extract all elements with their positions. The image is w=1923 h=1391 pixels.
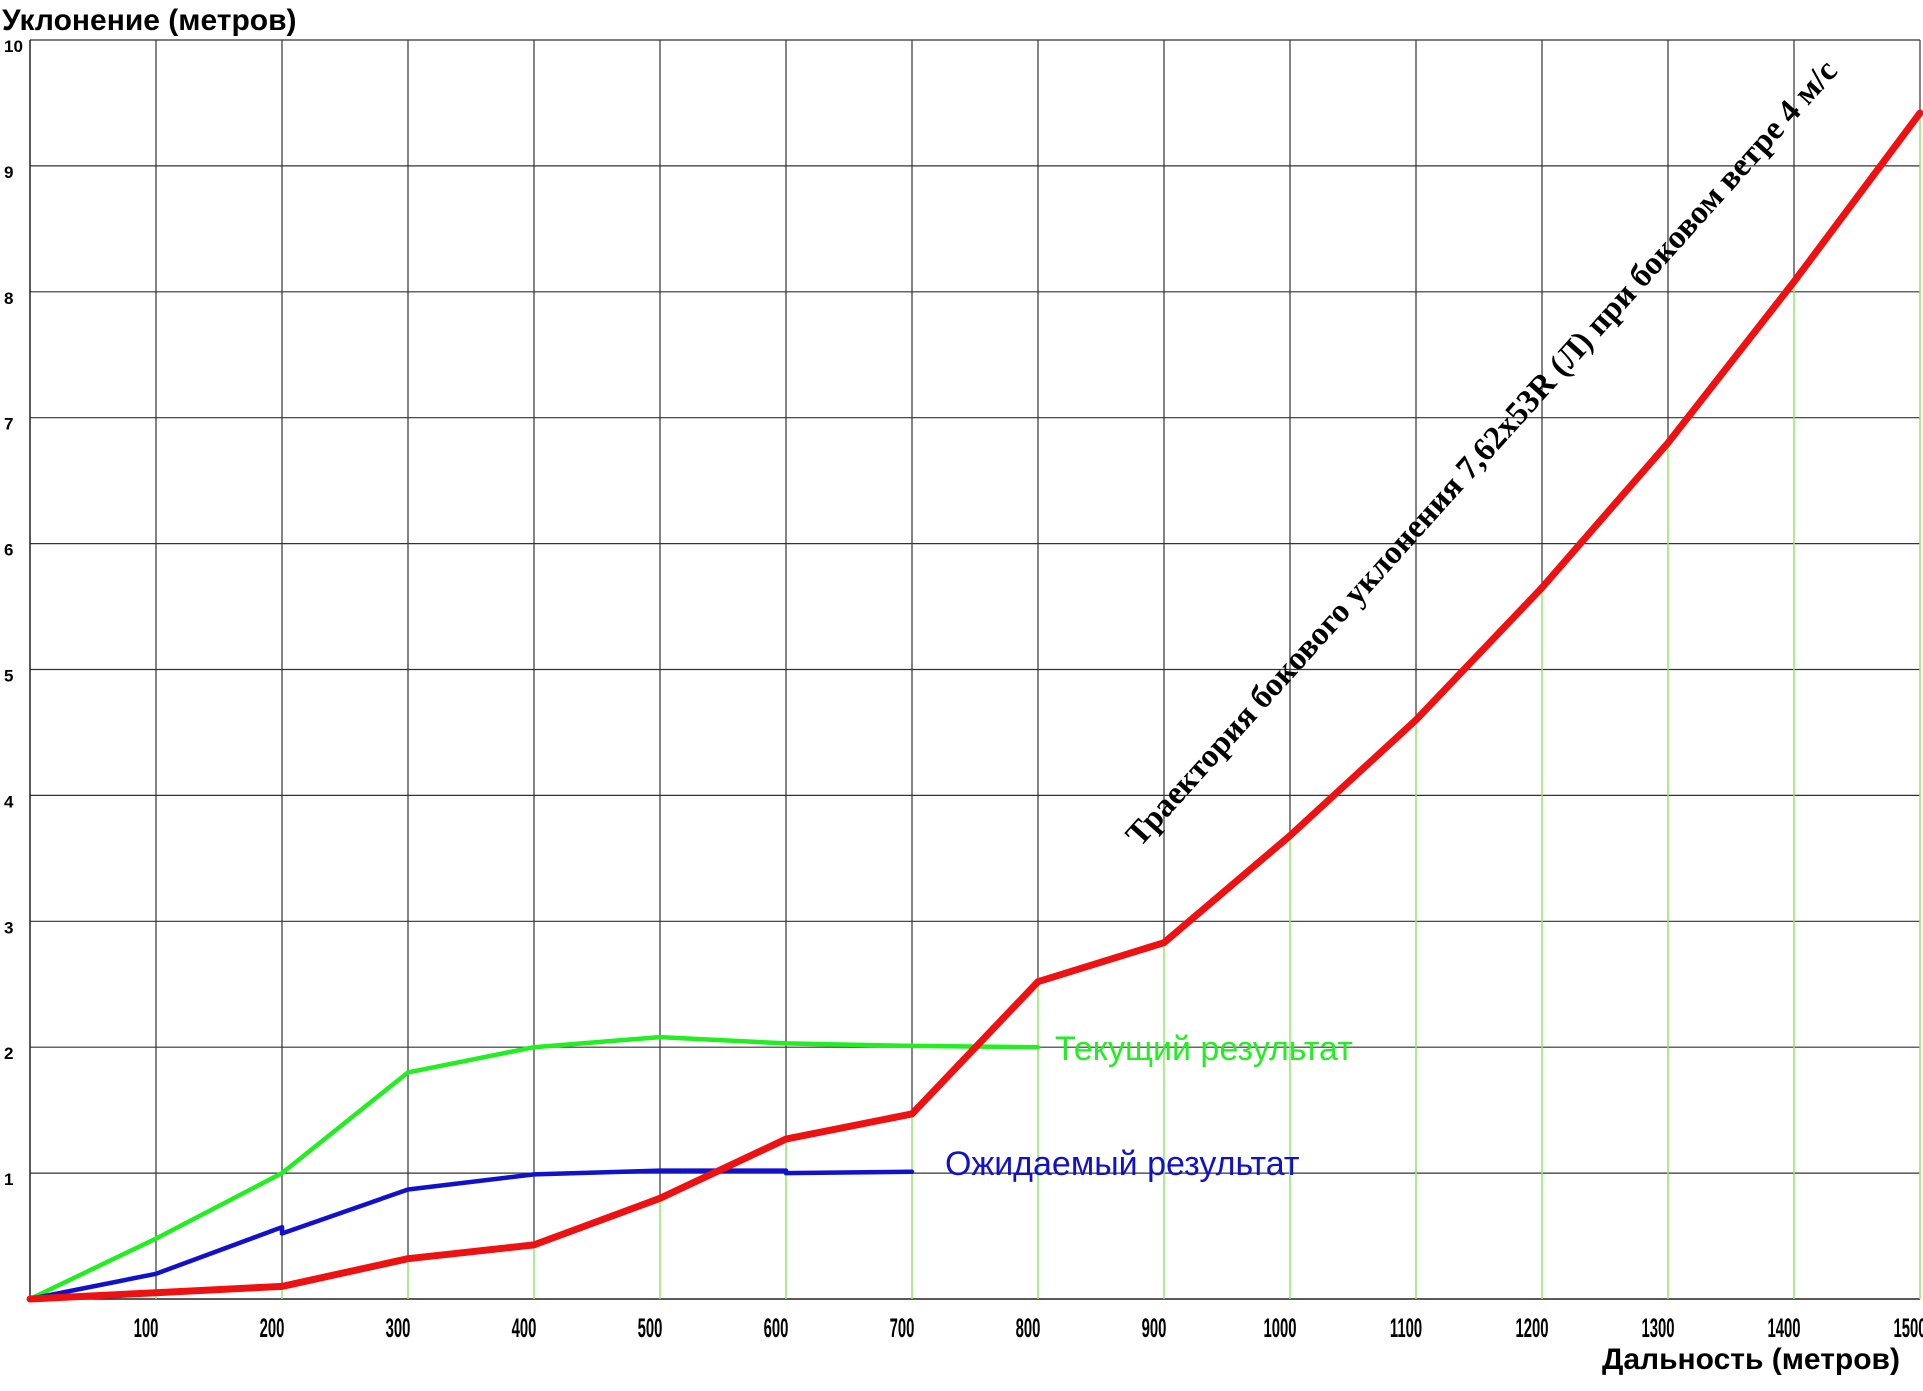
x-tick-label: 800 bbox=[1016, 1312, 1041, 1343]
x-tick-label: 1000 bbox=[1263, 1312, 1296, 1343]
x-tick-label: 700 bbox=[890, 1312, 915, 1343]
x-tick-label: 1200 bbox=[1515, 1312, 1548, 1343]
y-tick-label: 7 bbox=[4, 415, 13, 434]
y-tick-label: 5 bbox=[4, 667, 13, 686]
x-tick-label: 1500 bbox=[1893, 1312, 1923, 1343]
y-tick-label: 10 bbox=[4, 37, 23, 56]
x-tick-label: 400 bbox=[512, 1312, 537, 1343]
x-tick-label: 1300 bbox=[1641, 1312, 1674, 1343]
x-axis-ticks: 100 200 300 400 500 600 700 800 900 1000 1100 1200 1… bbox=[134, 1312, 1923, 1343]
grid bbox=[29, 39, 1921, 1300]
y-tick-label: 4 bbox=[4, 792, 14, 811]
x-tick-label: 100 bbox=[134, 1312, 159, 1343]
x-tick-label: 900 bbox=[1142, 1312, 1167, 1343]
y-tick-label: 1 bbox=[4, 1170, 13, 1189]
y-tick-label: 6 bbox=[4, 541, 13, 560]
x-axis-title: Дальность (метров) bbox=[1602, 1343, 1900, 1376]
legend-label-current: Текущий результат bbox=[1055, 1030, 1353, 1068]
x-tick-label: 300 bbox=[386, 1312, 411, 1343]
series-lines bbox=[26, 109, 1923, 1303]
x-tick-label: 1100 bbox=[1390, 1312, 1422, 1343]
y-axis-title: Уклонение (метров) bbox=[2, 4, 297, 37]
y-axis-ticks: 1 2 3 4 5 6 7 8 9 10 bbox=[4, 37, 23, 1189]
x-tick-label: 600 bbox=[764, 1312, 789, 1343]
y-tick-label: 2 bbox=[4, 1044, 13, 1063]
series-line-expected bbox=[27, 1168, 915, 1302]
y-tick-label: 3 bbox=[4, 918, 13, 937]
x-tick-label: 200 bbox=[260, 1312, 285, 1343]
x-tick-label: 1400 bbox=[1767, 1312, 1800, 1343]
y-tick-label: 8 bbox=[4, 289, 13, 308]
legend-label-expected: Ожидаемый результат bbox=[945, 1145, 1299, 1183]
series-line-trajectory bbox=[26, 109, 1923, 1303]
x-tick-label: 500 bbox=[638, 1312, 663, 1343]
y-tick-label: 9 bbox=[4, 163, 13, 182]
series-line-current bbox=[27, 1034, 1041, 1302]
